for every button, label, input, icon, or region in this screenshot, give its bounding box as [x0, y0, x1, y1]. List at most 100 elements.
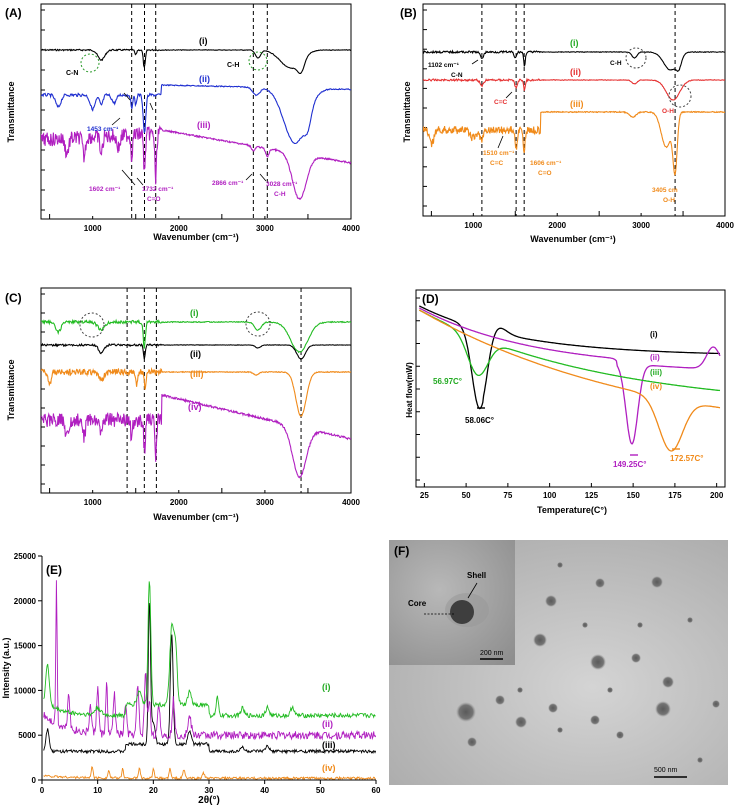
- panel-d-ticks: 25 50 75 100 125 150 175 200: [416, 297, 724, 500]
- panel-b-series-ii-label: (ii): [570, 67, 581, 77]
- x-tick-label: 50: [316, 786, 325, 795]
- x-tick-label: 2000: [170, 498, 188, 507]
- panel-a-label: (A): [5, 6, 22, 20]
- tem-shell-arrow: [467, 582, 478, 599]
- panel-c-series-ii: [41, 342, 351, 360]
- panel-e-series-ii-label: (ii): [322, 719, 333, 729]
- panel-c-circle-2: [245, 311, 271, 337]
- particle: [548, 703, 558, 713]
- x-tick-label: 60: [372, 786, 381, 795]
- panel-b-series-iii-label: (iii): [570, 99, 584, 109]
- panel-d-peak-iii-label: 56.97C°: [433, 377, 462, 386]
- panel-b-note-oh2: O-H: [663, 197, 675, 204]
- panel-b: (B) Transmittance Wavenumber (cm⁻¹) 1000…: [400, 3, 734, 244]
- particle: [637, 622, 643, 628]
- panel-e-series-iii: [43, 603, 376, 755]
- panel-e-xlabel: 2θ(°): [198, 795, 220, 806]
- particle: [515, 716, 527, 728]
- panel-a-ticks: 1000 2000 3000 4000: [41, 9, 360, 233]
- particle: [662, 676, 674, 688]
- panel-c-circle-1: [79, 312, 105, 338]
- x-tick-label: 4000: [342, 224, 360, 233]
- panel-a: (A) Transmittance Wavenumber (cm⁻¹) 1000…: [5, 3, 360, 242]
- panel-a-note-co: C=O: [147, 196, 161, 203]
- panel-c-ticks: 1000 2000 3000 4000: [41, 293, 360, 507]
- particle: [712, 700, 720, 708]
- panel-b-ylabel: Transmittance: [402, 81, 412, 142]
- panel-e: (E) Intensity (a.u.) 2θ(°) 0 10 20 30 40 50 60…: [1, 552, 381, 806]
- panel-b-note-3405: 3405 cm: [652, 187, 678, 194]
- x-tick-label: 1000: [84, 224, 102, 233]
- x-tick-label: 100: [543, 491, 557, 500]
- panel-d-xlabel: Temperature(C°): [537, 505, 607, 515]
- particle: [687, 617, 693, 623]
- x-tick-label: 10: [93, 786, 102, 795]
- particle: [557, 727, 563, 733]
- x-tick-label: 1000: [464, 221, 482, 230]
- panel-f-label: (F): [394, 544, 409, 558]
- panel-b-note-1102: 1102 cm⁻¹: [428, 62, 459, 69]
- y-tick-label: 10000: [14, 686, 37, 695]
- panel-a-series-ii-label: (ii): [199, 74, 210, 84]
- panel-b-xlabel: Wavenumber (cm⁻¹): [530, 234, 615, 244]
- panel-c-series-i: [41, 318, 351, 354]
- panel-a-note-3028: 3028 cm⁻¹: [266, 181, 297, 188]
- panel-a-note-cn: C-N: [66, 70, 78, 77]
- panel-b-circle-ch: [625, 47, 647, 69]
- y-tick-label: 20000: [14, 597, 37, 606]
- x-tick-label: 4000: [342, 498, 360, 507]
- panel-c-series-iv: [41, 393, 351, 479]
- x-tick-label: 1000: [84, 498, 102, 507]
- particle: [533, 633, 547, 647]
- tem-particles: [456, 562, 720, 763]
- panel-d-series-i: [419, 305, 720, 410]
- particle: [495, 695, 505, 705]
- x-tick-label: 3000: [256, 224, 274, 233]
- y-tick-label: 25000: [14, 552, 37, 561]
- particle: [590, 654, 606, 670]
- panel-d-series-iv-label: (iv): [650, 382, 662, 391]
- panel-c-ref-lines: [126, 288, 302, 493]
- panel-a-series-iii: [41, 124, 351, 200]
- particle: [697, 757, 703, 763]
- x-tick-label: 2000: [170, 224, 188, 233]
- panel-d-series-iii: [418, 309, 721, 392]
- panel-b-note-1510: 1510 cm⁻¹: [483, 150, 514, 157]
- panel-b-label: (B): [400, 6, 417, 20]
- panel-b-ticks: 1000 2000 3000 4000: [423, 9, 734, 230]
- panel-f: (F) Shell Core 200 nm 500 nm: [389, 540, 728, 785]
- x-tick-label: 3000: [256, 498, 274, 507]
- particle: [631, 653, 641, 663]
- panel-a-note-ch2: C-H: [274, 191, 286, 198]
- panel-e-series-iv: [43, 766, 376, 780]
- panel-c-frame: [40, 287, 352, 494]
- panel-a-frame: [40, 3, 352, 220]
- panel-e-series-i-label: (i): [322, 682, 331, 692]
- panel-b-frame: [422, 3, 726, 217]
- panel-e-series-iv-label: (iv): [322, 763, 336, 773]
- panel-b-note-oh: O-H: [662, 108, 674, 115]
- panel-d-series-iii-label: (iii): [650, 368, 662, 377]
- panel-a-note-1732: 1732 cm⁻¹: [142, 186, 173, 193]
- panel-d-peak-i-label: 58.06C°: [465, 416, 494, 425]
- panel-d-series-i-label: (i): [650, 330, 658, 339]
- panel-d-peak-iv-label: 172.57C°: [670, 454, 703, 463]
- tem-shell-label: Shell: [467, 571, 486, 580]
- particle: [557, 562, 563, 568]
- x-tick-label: 30: [205, 786, 214, 795]
- y-tick-label: 15000: [14, 642, 37, 651]
- x-tick-label: 20: [149, 786, 158, 795]
- x-tick-label: 150: [626, 491, 640, 500]
- panel-e-series-ii: [43, 580, 376, 741]
- panel-a-note-1453: 1453 cm⁻¹: [87, 126, 118, 133]
- x-tick-label: 40: [260, 786, 269, 795]
- x-tick-label: 50: [462, 491, 471, 500]
- panel-d-series-iv: [418, 309, 721, 452]
- particle: [456, 702, 476, 722]
- panel-b-note-cc2: C=C: [490, 160, 503, 167]
- panel-b-series-i-label: (i): [570, 38, 579, 48]
- particle: [545, 595, 557, 607]
- x-tick-label: 200: [710, 491, 724, 500]
- tem-main-scale-label: 500 nm: [654, 767, 678, 774]
- panel-d: (D) Heat flow(mW) Temperature(C°) 25 50 75…: [405, 289, 726, 515]
